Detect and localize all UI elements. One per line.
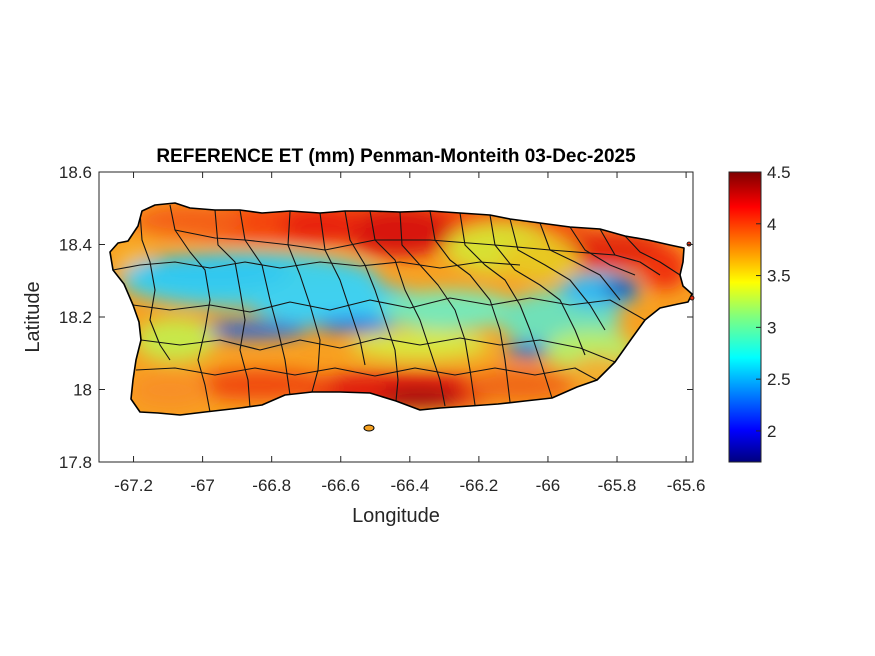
colorbar-ticks: 4.5 4 3.5 3 2.5 2 — [756, 163, 791, 441]
colorbar-tick-label: 4.5 — [767, 163, 791, 182]
x-tick-label: -66.6 — [321, 476, 360, 495]
colorbar-tick-label: 2 — [767, 422, 776, 441]
x-tick-label: -67 — [190, 476, 215, 495]
x-tick-label: -65.6 — [667, 476, 706, 495]
y-axis-ticks: 18.6 18.4 18.2 18 17.8 — [59, 163, 693, 472]
x-tick-label: -66.8 — [252, 476, 291, 495]
small-islets — [363, 241, 695, 432]
x-tick-label: -67.2 — [114, 476, 153, 495]
y-tick-label: 18 — [73, 381, 92, 400]
colorbar-tick-label: 2.5 — [767, 370, 791, 389]
et-heat-field — [110, 203, 692, 415]
island-coastline — [109, 202, 693, 416]
y-tick-label: 18.2 — [59, 308, 92, 327]
y-tick-label: 17.8 — [59, 453, 92, 472]
municipality-boundaries — [112, 204, 681, 413]
colorbar-tick-label: 4 — [767, 215, 776, 234]
y-tick-label: 18.6 — [59, 163, 92, 182]
x-tick-label: -66 — [536, 476, 561, 495]
x-tick-label: -65.8 — [598, 476, 637, 495]
y-tick-label: 18.4 — [59, 236, 92, 255]
colorbar-tick-label: 3 — [767, 318, 776, 337]
x-tick-label: -66.2 — [460, 476, 499, 495]
plot-title: REFERENCE ET (mm) Penman-Monteith 03-Dec… — [156, 146, 636, 167]
east-min-et — [604, 280, 640, 296]
colorbar — [728, 171, 762, 463]
x-tick-label: -66.4 — [390, 476, 429, 495]
x-axis-ticks: -67.2 -67 -66.8 -66.6 -66.4 -66.2 -66 -65.8 -65.… — [114, 172, 705, 495]
colorbar-tick-label: 3.5 — [767, 267, 791, 286]
y-axis-label: Latitude — [22, 281, 44, 352]
x-axis-label: Longitude — [352, 505, 440, 527]
